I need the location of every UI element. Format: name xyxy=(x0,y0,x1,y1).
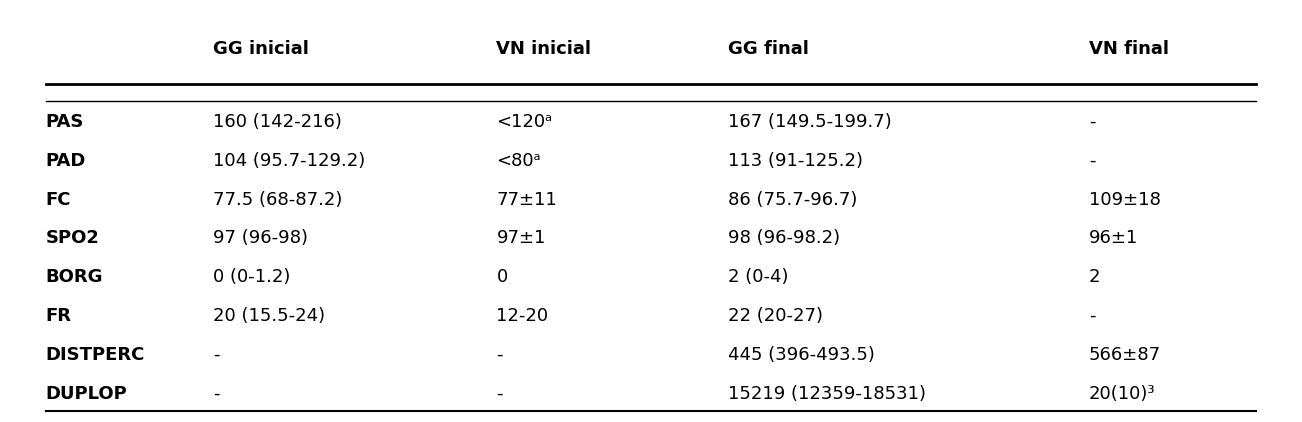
Text: 86 (75.7-96.7): 86 (75.7-96.7) xyxy=(728,191,858,208)
Text: FR: FR xyxy=(46,307,72,325)
Text: 97 (96-98): 97 (96-98) xyxy=(214,230,309,247)
Text: SPO2: SPO2 xyxy=(46,230,99,247)
Text: -: - xyxy=(214,346,220,364)
Text: 96±1: 96±1 xyxy=(1088,230,1138,247)
Text: PAD: PAD xyxy=(46,152,86,170)
Text: 113 (91-125.2): 113 (91-125.2) xyxy=(728,152,863,170)
Text: 2 (0-4): 2 (0-4) xyxy=(728,268,789,286)
Text: 15219 (12359-18531): 15219 (12359-18531) xyxy=(728,384,926,403)
Text: 0 (0-1.2): 0 (0-1.2) xyxy=(214,268,290,286)
Text: -: - xyxy=(496,346,503,364)
Text: -: - xyxy=(496,384,503,403)
Text: 566±87: 566±87 xyxy=(1088,346,1161,364)
Text: 20(10)³: 20(10)³ xyxy=(1088,384,1155,403)
Text: 167 (149.5-199.7): 167 (149.5-199.7) xyxy=(728,113,892,131)
Text: GG final: GG final xyxy=(728,40,809,57)
Text: 104 (95.7-129.2): 104 (95.7-129.2) xyxy=(214,152,366,170)
Text: 0: 0 xyxy=(496,268,508,286)
Text: DISTPERC: DISTPERC xyxy=(46,346,145,364)
Text: -: - xyxy=(1088,152,1095,170)
Text: -: - xyxy=(214,384,220,403)
Text: VN inicial: VN inicial xyxy=(496,40,591,57)
Text: 97±1: 97±1 xyxy=(496,230,546,247)
Text: -: - xyxy=(1088,307,1095,325)
Text: 2: 2 xyxy=(1088,268,1100,286)
Text: GG inicial: GG inicial xyxy=(214,40,309,57)
Text: 12-20: 12-20 xyxy=(496,307,548,325)
Text: VN final: VN final xyxy=(1088,40,1169,57)
Text: FC: FC xyxy=(46,191,72,208)
Text: 160 (142-216): 160 (142-216) xyxy=(214,113,342,131)
Text: 77±11: 77±11 xyxy=(496,191,557,208)
Text: 22 (20-27): 22 (20-27) xyxy=(728,307,823,325)
Text: 20 (15.5-24): 20 (15.5-24) xyxy=(214,307,326,325)
Text: 98 (96-98.2): 98 (96-98.2) xyxy=(728,230,840,247)
Text: <120ᵃ: <120ᵃ xyxy=(496,113,552,131)
Text: 77.5 (68-87.2): 77.5 (68-87.2) xyxy=(214,191,342,208)
Text: PAS: PAS xyxy=(46,113,83,131)
Text: 109±18: 109±18 xyxy=(1088,191,1161,208)
Text: BORG: BORG xyxy=(46,268,103,286)
Text: -: - xyxy=(1088,113,1095,131)
Text: <80ᵃ: <80ᵃ xyxy=(496,152,542,170)
Text: 445 (396-493.5): 445 (396-493.5) xyxy=(728,346,875,364)
Text: DUPLOP: DUPLOP xyxy=(46,384,128,403)
